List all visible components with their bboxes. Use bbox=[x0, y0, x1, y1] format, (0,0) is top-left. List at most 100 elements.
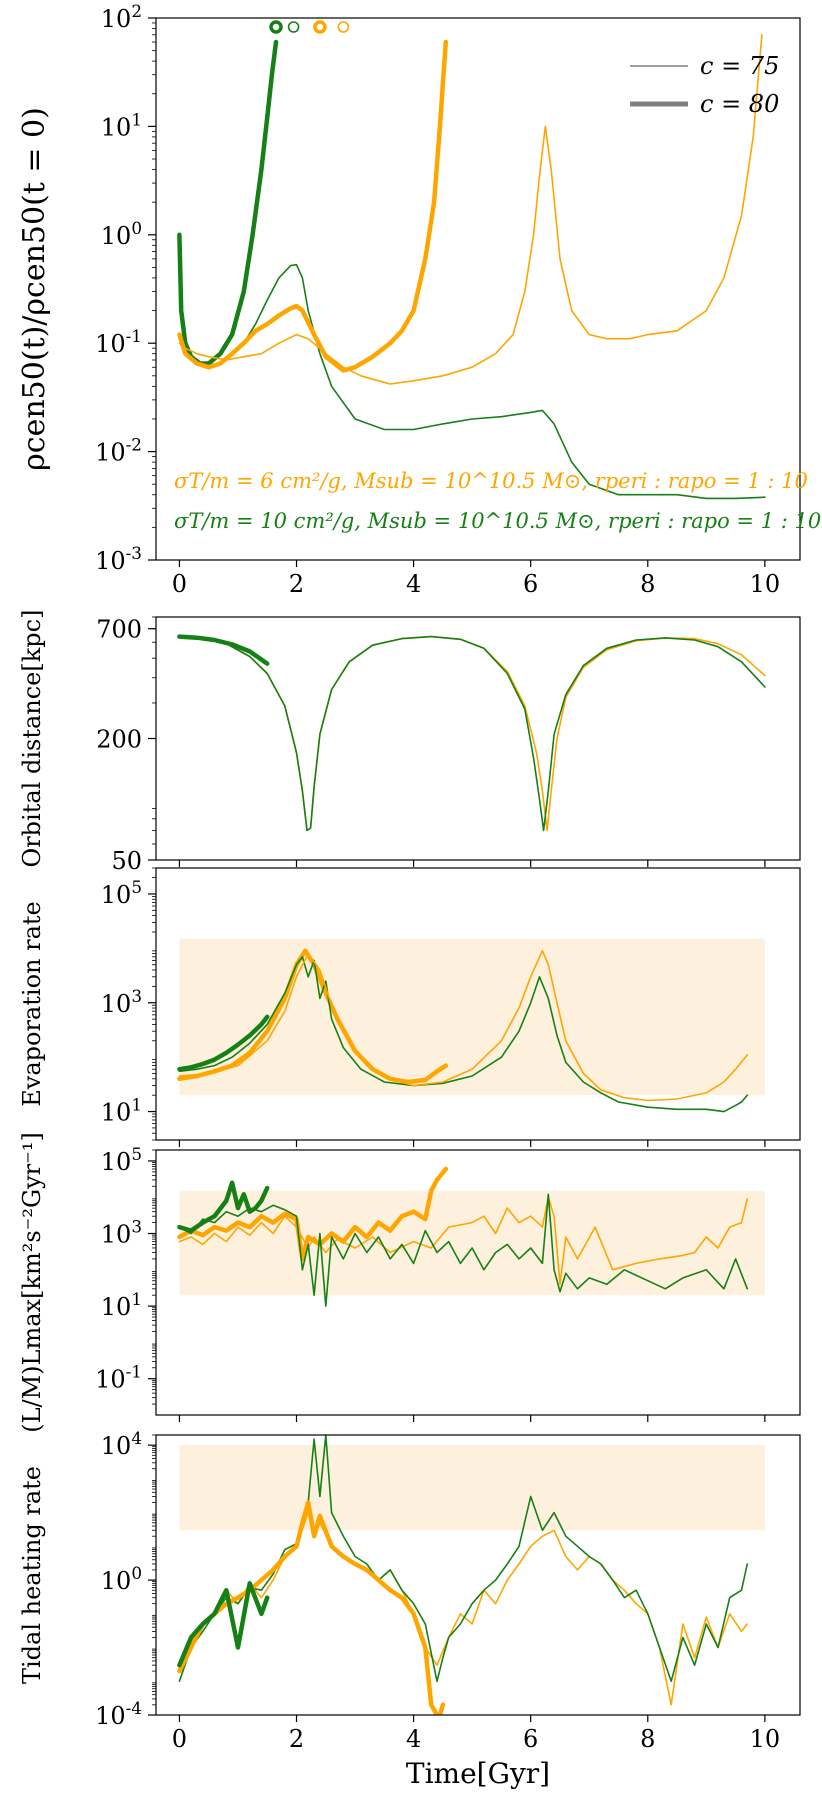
x-tick-label: 0 bbox=[172, 1725, 187, 1753]
tick-exponent: 4 bbox=[131, 1428, 142, 1448]
tick-base: 10 bbox=[101, 881, 132, 909]
y-tick-label: 50 bbox=[111, 847, 142, 875]
tick-exponent: -1 bbox=[126, 1362, 142, 1382]
y-tick-label: 100 bbox=[101, 1563, 142, 1595]
tick-exponent: -3 bbox=[126, 543, 142, 563]
series-line-green-thick bbox=[177, 1581, 270, 1668]
x-tick-label: 0 bbox=[172, 570, 187, 598]
series-line-green-thick bbox=[177, 1014, 270, 1072]
series-line-green-thin bbox=[178, 635, 766, 832]
series-group bbox=[177, 634, 766, 832]
plot-frame bbox=[155, 867, 801, 1141]
x-tick-label: 8 bbox=[640, 1725, 655, 1753]
y-tick-label: 10-1 bbox=[95, 326, 142, 358]
tick-base: 10 bbox=[101, 1148, 132, 1176]
tick-base: 10 bbox=[95, 547, 126, 575]
annotation-orange: σT/m = 6 cm²/g, Msub = 10^10.5 M⊙, rperi… bbox=[174, 469, 808, 493]
tick-exponent: 2 bbox=[131, 1, 142, 21]
tick-exponent: -2 bbox=[126, 435, 142, 455]
x-tick-label: 2 bbox=[289, 1725, 304, 1753]
annotation-green: σT/m = 10 cm²/g, Msub = 10^10.5 M⊙, rper… bbox=[174, 509, 821, 533]
y-tick-label: 10-1 bbox=[95, 1362, 142, 1394]
plot-frame bbox=[155, 17, 801, 561]
legend-label: c = 80 bbox=[700, 90, 779, 118]
tick-exponent: 1 bbox=[131, 109, 142, 129]
x-tick-label: 10 bbox=[750, 1725, 781, 1753]
tick-base: 10 bbox=[101, 1293, 132, 1321]
tick-base: 10 bbox=[101, 222, 132, 250]
plot-frame bbox=[155, 1434, 801, 1716]
tick-base: 10 bbox=[95, 330, 126, 358]
series-line-green-thick bbox=[177, 1180, 270, 1233]
tick-exponent: 5 bbox=[131, 877, 142, 897]
x-tick-label: 4 bbox=[406, 1725, 421, 1753]
tick-base: 10 bbox=[101, 1567, 132, 1595]
tick-exponent: 5 bbox=[131, 1144, 142, 1164]
tick-exponent: -4 bbox=[126, 1698, 142, 1718]
series-group bbox=[177, 34, 766, 500]
series-line-green-thin bbox=[178, 263, 766, 500]
y-tick-label: 200 bbox=[96, 726, 142, 754]
shaded-band bbox=[179, 1190, 765, 1296]
y-tick-label: 104 bbox=[101, 1428, 142, 1460]
marker-orange-thin bbox=[337, 21, 350, 33]
y-axis-label: Tidal heating rate bbox=[18, 1466, 46, 1684]
marker-green-thick bbox=[269, 20, 283, 34]
tick-base: 10 bbox=[101, 990, 132, 1018]
y-tick-label: 10-4 bbox=[95, 1698, 142, 1730]
panel-density: 0 2 4 6 8 1010210110010-110-210-3ρcen50(t)/ρc… bbox=[17, 1, 821, 598]
series-line-green-thin bbox=[178, 956, 749, 1113]
y-axis-label: ρcen50(t)/ρcen50(t = 0) bbox=[17, 107, 52, 471]
tick-base: 10 bbox=[101, 1221, 132, 1249]
tick-exponent: 0 bbox=[131, 1563, 142, 1583]
series-line-orange-thick bbox=[177, 1166, 449, 1262]
x-tick-label: 4 bbox=[406, 570, 421, 598]
x-tick-label: 10 bbox=[750, 570, 781, 598]
tick-base: 10 bbox=[101, 5, 132, 33]
tick-exponent: -1 bbox=[126, 326, 142, 346]
y-tick-label: 10-3 bbox=[95, 543, 142, 575]
series-line-green-thick bbox=[177, 39, 279, 366]
x-tick-label: 8 bbox=[640, 570, 655, 598]
y-tick-label: 103 bbox=[101, 986, 142, 1018]
series-line-orange-thin bbox=[178, 1196, 749, 1286]
x-tick-label: 2 bbox=[289, 570, 304, 598]
x-tick-label: 6 bbox=[523, 1725, 538, 1753]
x-tick-label: 6 bbox=[523, 570, 538, 598]
tick-base: 10 bbox=[101, 113, 132, 141]
y-tick-label: 100 bbox=[101, 218, 142, 250]
series-line-green-thick bbox=[177, 634, 270, 666]
y-tick-label: 105 bbox=[101, 1144, 142, 1176]
series-group bbox=[177, 1166, 749, 1307]
y-tick-label: 700 bbox=[96, 616, 142, 644]
panel-orbit: 700 200 50 Orbital distance[kpc] bbox=[18, 610, 801, 875]
tick-exponent: 0 bbox=[131, 218, 142, 238]
shaded-band bbox=[179, 1445, 765, 1531]
y-tick-label: 10-2 bbox=[95, 435, 142, 467]
tick-base: 10 bbox=[101, 1432, 132, 1460]
series-line-orange-thick bbox=[177, 1500, 446, 1715]
y-tick-label: 105 bbox=[101, 877, 142, 909]
tick-exponent: 1 bbox=[131, 1289, 142, 1309]
series-line-green-thin bbox=[178, 1193, 749, 1307]
series-group bbox=[177, 1435, 749, 1715]
legend-label: c = 75 bbox=[700, 52, 779, 80]
y-tick-label: 101 bbox=[101, 1289, 142, 1321]
y-tick-label: 101 bbox=[101, 109, 142, 141]
y-tick-label: 103 bbox=[101, 1217, 142, 1249]
tick-base: 10 bbox=[101, 1099, 132, 1127]
y-tick-label: 101 bbox=[101, 1095, 142, 1127]
tick-base: 10 bbox=[95, 1366, 126, 1394]
series-group bbox=[177, 948, 749, 1113]
y-axis-label: Evaporation rate bbox=[18, 901, 46, 1106]
tick-base: 10 bbox=[95, 1702, 126, 1730]
series-line-orange-thick bbox=[177, 39, 449, 373]
tick-base: 10 bbox=[95, 439, 126, 467]
x-axis-label: Time[Gyr] bbox=[406, 1757, 550, 1790]
y-axis-label: Orbital distance[kpc] bbox=[18, 610, 46, 868]
series-line-orange-thin bbox=[178, 34, 763, 385]
